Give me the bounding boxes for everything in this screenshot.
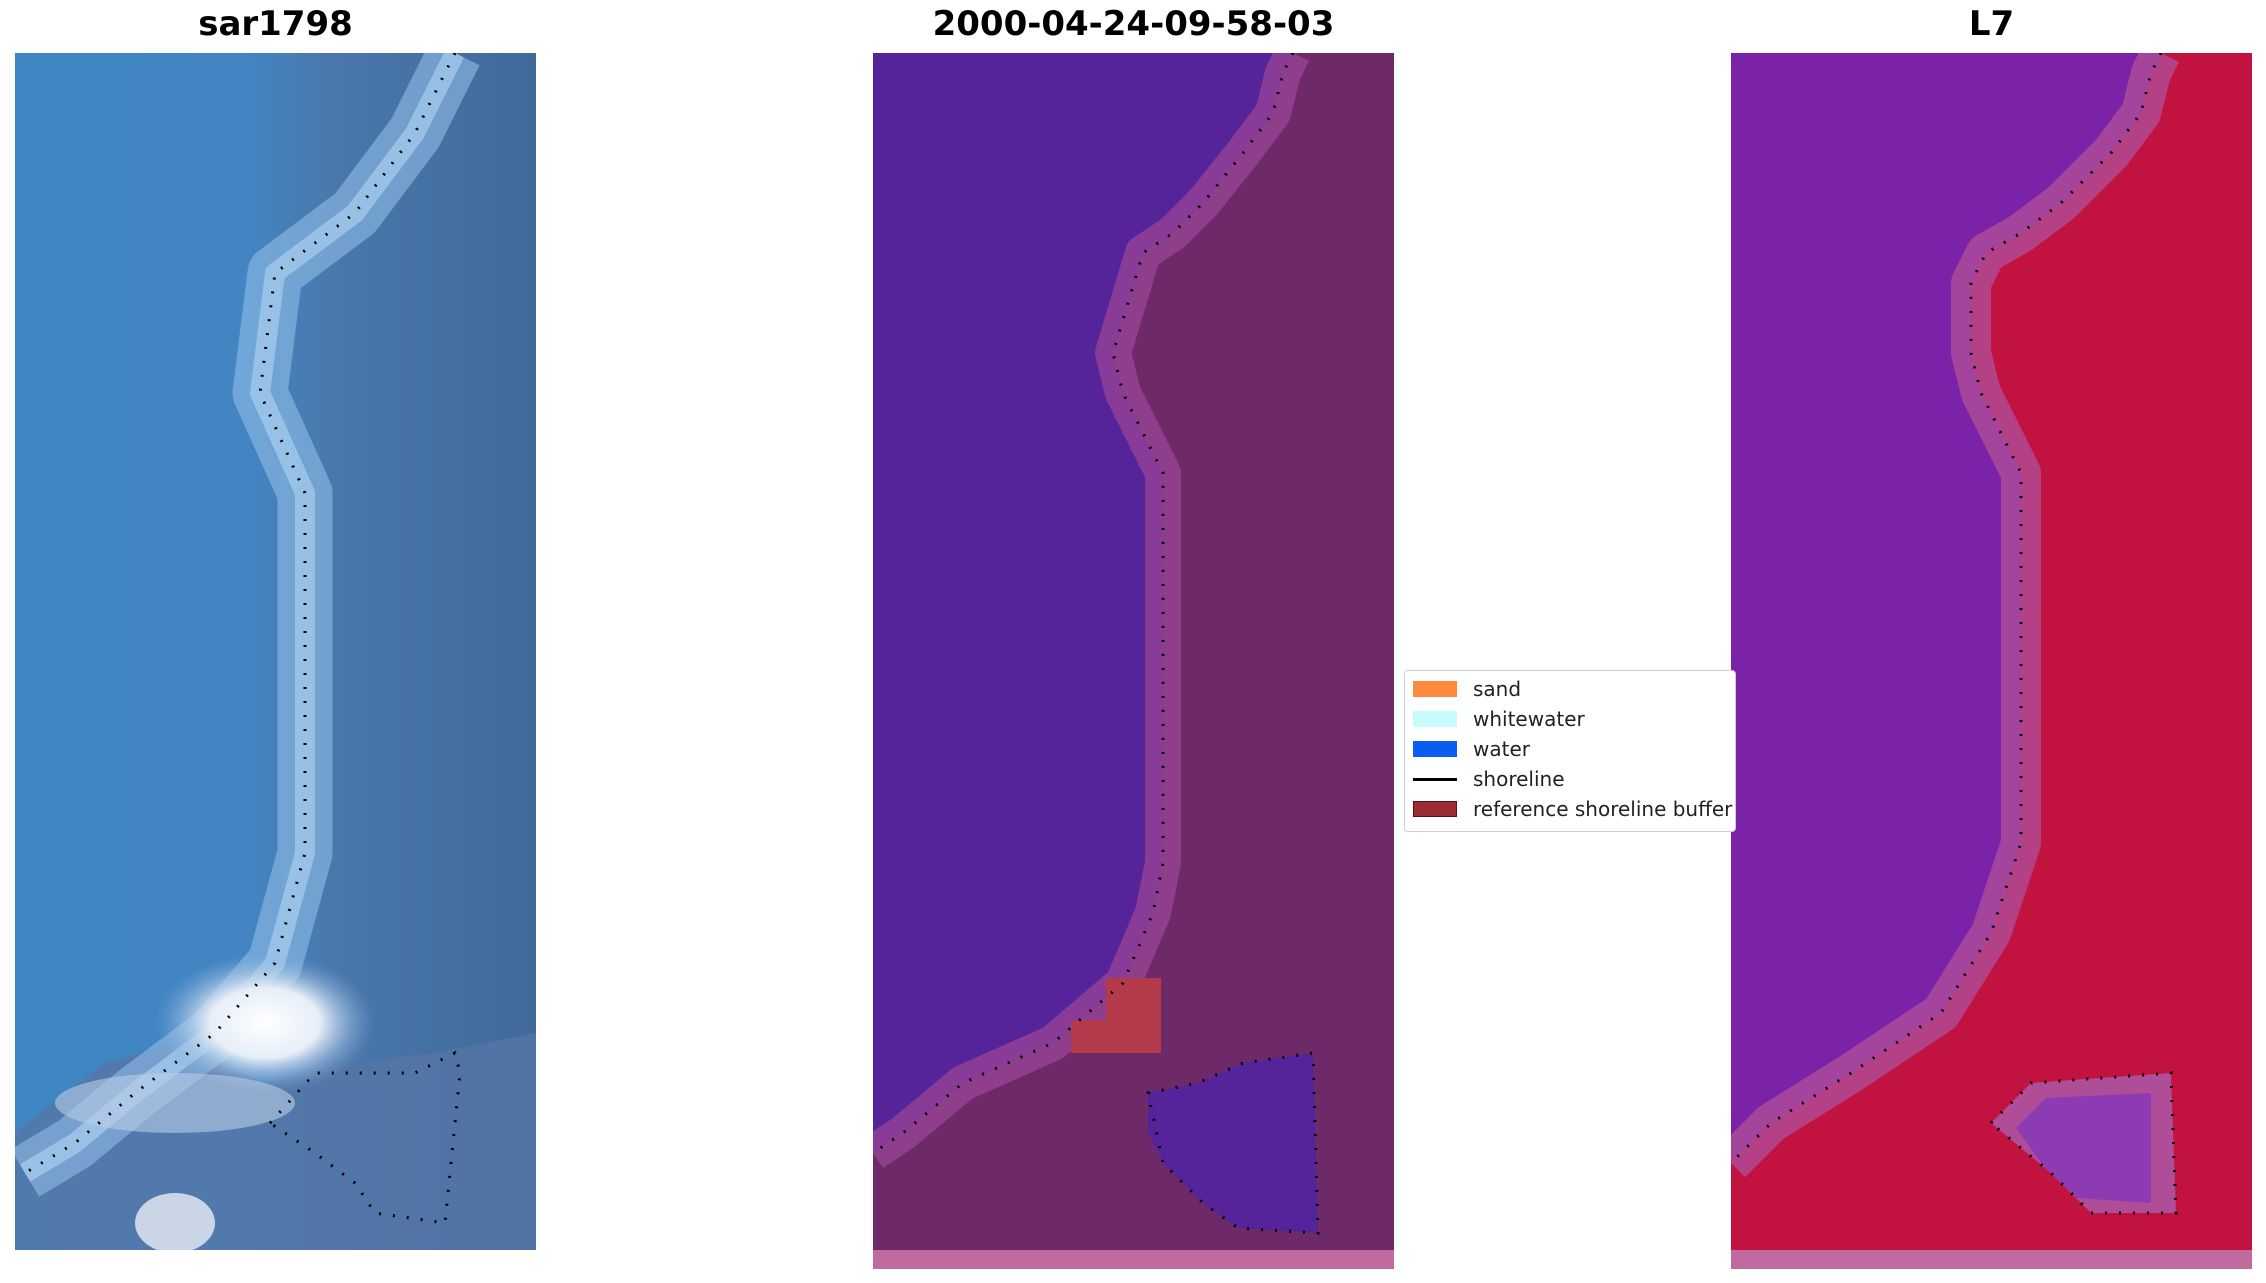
water-swatch: [1413, 741, 1457, 757]
legend-item-shoreline: shoreline: [1413, 765, 1565, 793]
classification-panel: [873, 53, 1394, 1269]
legend-item-sand: sand: [1413, 675, 1521, 703]
rgb-image-panel: [15, 53, 536, 1250]
panel-title-date: 2000-04-24-09-58-03: [932, 4, 1335, 44]
sand-swatch: [1413, 681, 1457, 697]
whitewater-swatch: [1413, 711, 1457, 727]
legend-item-buffer: reference shoreline buffer: [1413, 795, 1732, 823]
buffer-swatch: [1413, 801, 1457, 817]
legend-label-shoreline: shoreline: [1473, 767, 1565, 791]
index-panel: [1731, 53, 2252, 1269]
classified-image: [873, 53, 1394, 1269]
panel-title-rgb: sar1798: [198, 4, 353, 44]
legend-item-whitewater: whitewater: [1413, 705, 1585, 733]
legend-label-sand: sand: [1473, 677, 1522, 701]
legend-label-whitewater: whitewater: [1473, 707, 1585, 731]
legend-item-water: water: [1413, 735, 1530, 763]
index-image: [1731, 53, 2252, 1269]
legend: sand whitewater water shoreline referenc…: [1404, 670, 1736, 832]
panel-title-sensor: L7: [1968, 4, 2015, 44]
shoreline-line-swatch: [1413, 777, 1457, 781]
legend-label-water: water: [1473, 737, 1530, 761]
legend-label-buffer: reference shoreline buffer: [1473, 797, 1733, 821]
rgb-satellite-image: [15, 53, 536, 1250]
